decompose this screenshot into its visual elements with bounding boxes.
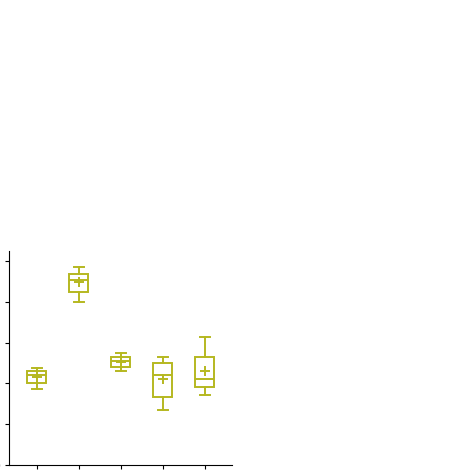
PathPatch shape [154, 363, 173, 398]
PathPatch shape [111, 357, 130, 367]
PathPatch shape [27, 371, 46, 383]
PathPatch shape [69, 273, 88, 292]
PathPatch shape [195, 357, 214, 387]
